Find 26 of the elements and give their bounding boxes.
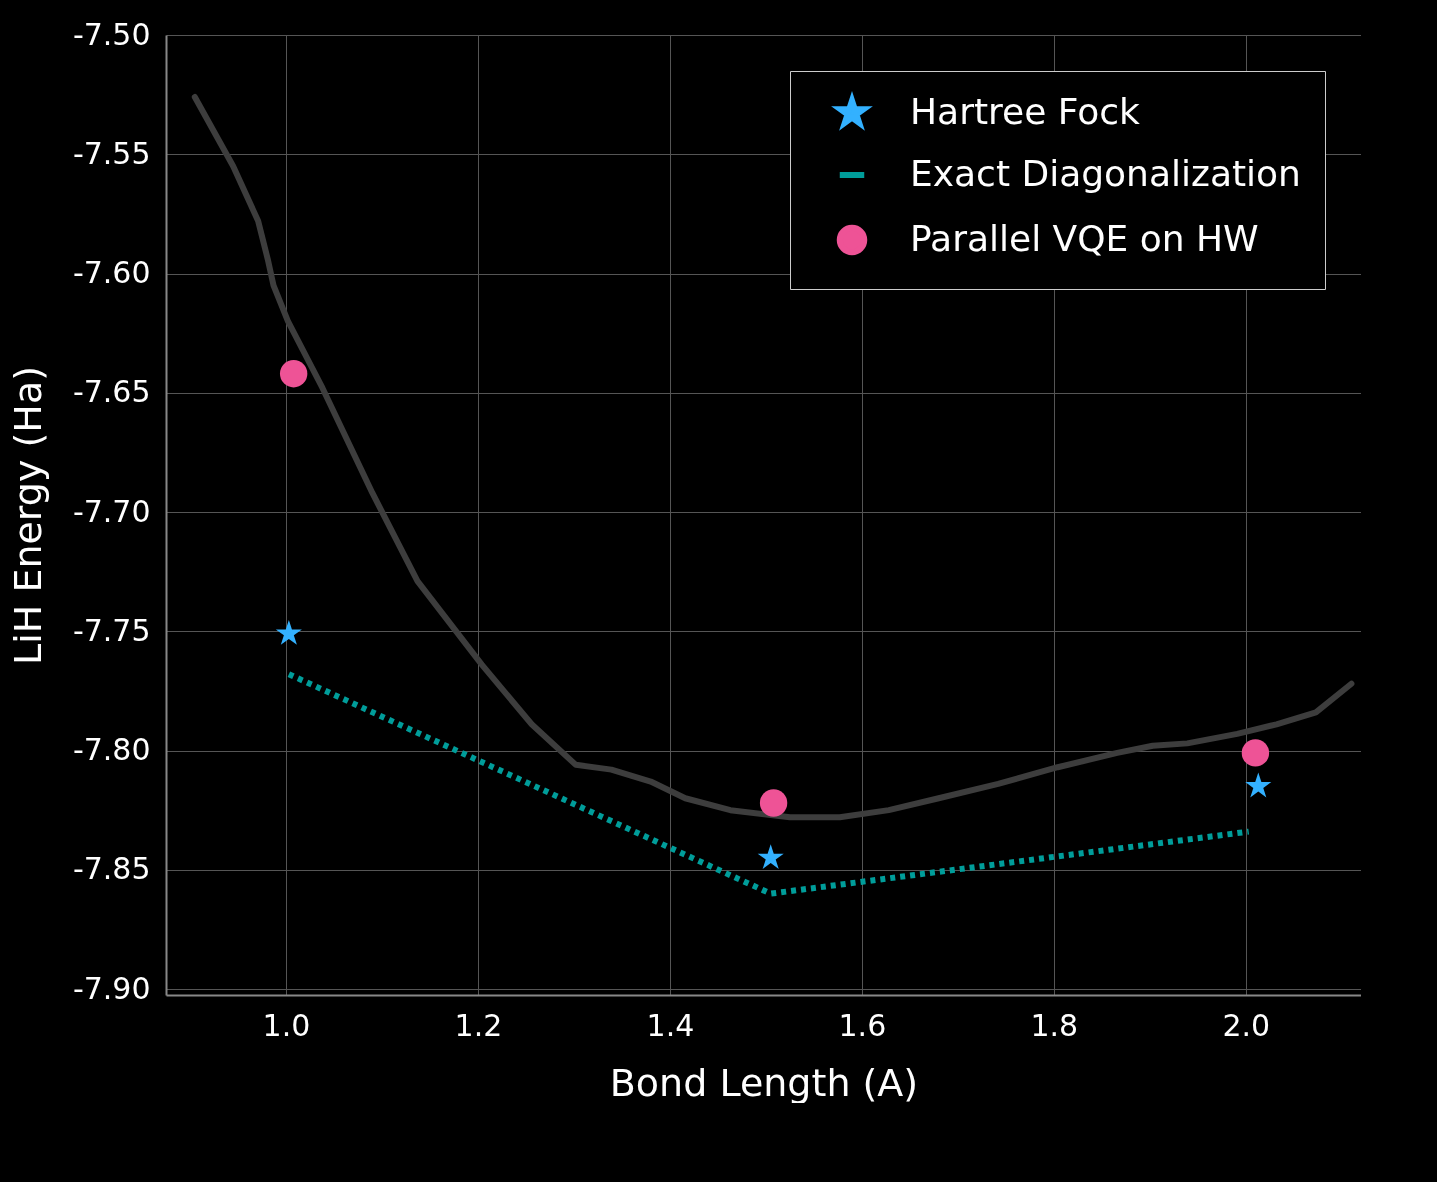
x-axis-title: Bond Length (A) — [609, 1060, 919, 1105]
x-tick-label: 1.6 — [838, 1007, 887, 1043]
point — [1245, 772, 1272, 798]
y-tick-label: -7.65 — [72, 374, 151, 410]
legend-label: Exact Diagonalization — [910, 153, 1301, 194]
legend-label: Hartree Fock — [910, 91, 1141, 132]
y-tick-label: -7.50 — [72, 16, 151, 52]
y-axis-title: LiH Energy (Ha) — [5, 365, 50, 666]
point — [759, 789, 788, 817]
y-tick-label: -7.85 — [72, 851, 151, 887]
x-tick-label: 1.8 — [1030, 1007, 1079, 1043]
point — [279, 360, 308, 388]
y-tick-label: -7.60 — [72, 255, 151, 291]
point — [275, 619, 302, 645]
y-tick-label: -7.80 — [72, 732, 151, 768]
y-tick-label: -7.55 — [72, 135, 151, 171]
y-tick-label: -7.90 — [72, 970, 151, 1006]
point — [757, 844, 784, 869]
point — [1241, 739, 1270, 767]
x-tick-label: 1.2 — [454, 1007, 503, 1043]
y-tick-label: -7.70 — [72, 493, 151, 529]
y-tick-label: -7.75 — [72, 612, 151, 648]
x-tick-label: 1.4 — [646, 1007, 695, 1043]
x-tick-label: 2.0 — [1222, 1007, 1271, 1043]
x-tick-label: 1.0 — [262, 1007, 311, 1043]
legend-label: Parallel VQE on HW — [910, 218, 1259, 259]
